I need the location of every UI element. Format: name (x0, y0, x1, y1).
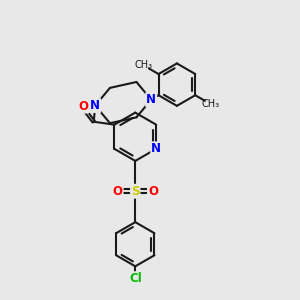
Text: CH₃: CH₃ (134, 60, 152, 70)
Text: S: S (131, 185, 140, 198)
Text: O: O (148, 185, 158, 198)
Text: O: O (79, 100, 88, 112)
Text: N: N (151, 142, 161, 155)
Text: N: N (146, 93, 156, 106)
Text: Cl: Cl (129, 272, 142, 285)
Text: N: N (90, 99, 100, 112)
Text: O: O (112, 185, 123, 198)
Text: CH₃: CH₃ (202, 99, 220, 109)
